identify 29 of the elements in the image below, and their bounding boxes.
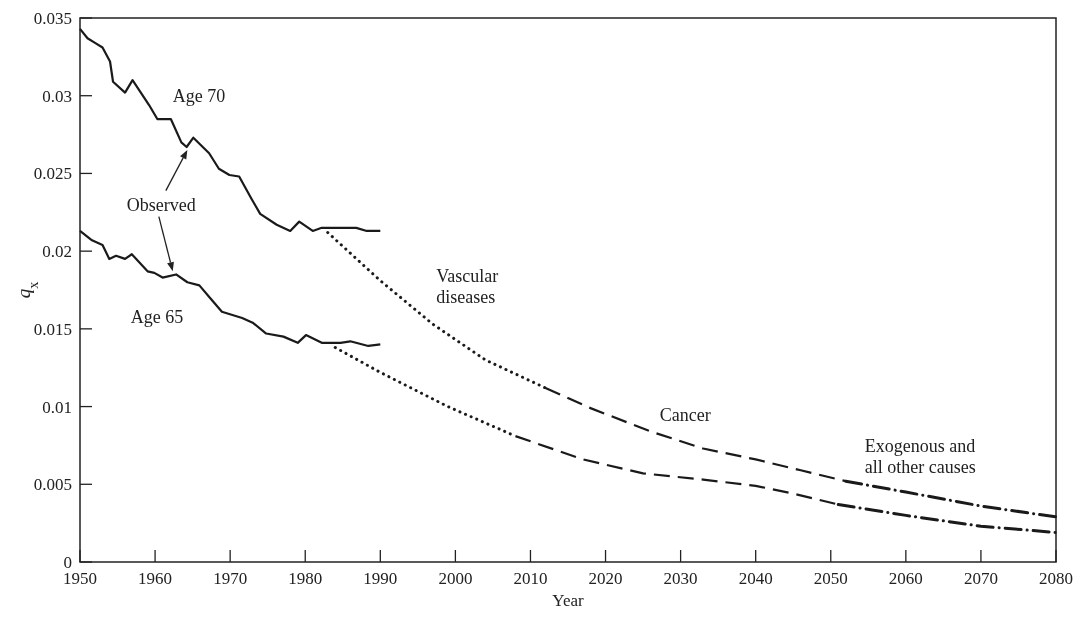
x-axis-title: Year (552, 591, 584, 610)
y-tick-label: 0.005 (33, 475, 72, 495)
x-tick-label: 2040 (738, 569, 773, 588)
x-tick-label: 1990 (363, 569, 398, 588)
x-tick-label: 1950 (63, 569, 97, 588)
x-tick-label: 1960 (138, 569, 173, 588)
x-tick-label: 2070 (963, 569, 998, 588)
y-tick-label: 0.02 (42, 242, 72, 262)
annotation: Cancer (659, 404, 711, 425)
y-tick-label: 0.01 (42, 397, 72, 417)
x-tick-label: 2080 (1039, 569, 1073, 588)
annotation: Age 65 (130, 306, 184, 327)
y-tick-label: 0.03 (42, 86, 72, 106)
annotation: Vascular diseases (436, 265, 499, 307)
x-tick-label: 2060 (888, 569, 923, 588)
x-tick-label: 2030 (663, 569, 698, 588)
y-tick-label: 0.035 (33, 8, 72, 28)
y-tick-label: 0.025 (33, 164, 72, 184)
x-tick-label: 1980 (288, 569, 323, 588)
annotation: Exogenous and all other causes (864, 436, 976, 478)
x-tick-label: 2020 (588, 569, 623, 588)
y-tick-label: 0 (63, 552, 72, 572)
x-tick-label: 1970 (213, 569, 248, 588)
x-tick-label: 2050 (813, 569, 848, 588)
x-tick-label: 2010 (513, 569, 548, 588)
x-tick-label: 2000 (438, 569, 473, 588)
annotation: Observed (126, 194, 196, 215)
annotation: Age 70 (172, 86, 226, 107)
y-tick-label: 0.015 (33, 319, 72, 339)
